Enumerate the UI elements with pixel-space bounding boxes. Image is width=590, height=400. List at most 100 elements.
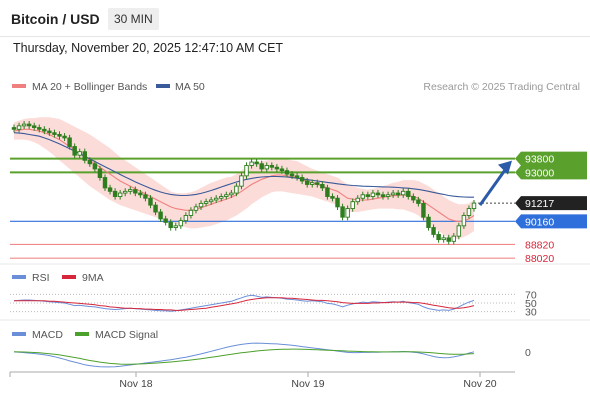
candle-body: [421, 202, 426, 218]
candle-body: [133, 189, 138, 194]
candle: [87, 157, 93, 167]
rsi-legend-label: RSI: [32, 272, 50, 284]
candle: [320, 181, 325, 191]
candle-body: [461, 215, 467, 227]
candle: [375, 189, 381, 198]
rsi-ma-legend-swatch: [62, 275, 76, 279]
candle-body: [122, 190, 128, 194]
price-levels: [10, 157, 515, 259]
candle-body: [385, 194, 391, 197]
candle-body: [163, 218, 168, 223]
candle: [42, 126, 47, 135]
candle-body: [340, 206, 345, 218]
candle: [117, 189, 123, 200]
candle-body: [138, 192, 143, 196]
rsi-tick-50: 50: [525, 298, 537, 310]
candle: [254, 158, 259, 167]
candle-body: [173, 225, 178, 228]
candle-body: [102, 177, 108, 189]
candle-body: [441, 237, 446, 241]
macd-signal-line: [13, 348, 475, 365]
candle: [32, 122, 37, 131]
ma50-legend-swatch: [156, 84, 170, 88]
candle-body: [178, 220, 184, 227]
candle: [213, 195, 219, 204]
candles: [11, 121, 477, 245]
candle-body: [188, 209, 194, 216]
candle: [325, 184, 330, 200]
candle-body: [451, 235, 456, 242]
candle-body: [466, 208, 472, 216]
candle: [219, 193, 224, 202]
candle: [163, 215, 168, 226]
candle: [107, 184, 113, 195]
candle: [239, 172, 244, 190]
candle-body: [375, 192, 381, 196]
level-tag-93000-bg: [515, 165, 587, 180]
candle-body: [117, 192, 123, 197]
candle-body: [390, 192, 396, 196]
candle: [466, 205, 472, 219]
x-tick-label: Nov 19: [291, 378, 324, 390]
level-tag-93800: 93800: [525, 154, 554, 166]
candle: [62, 133, 67, 142]
macd-tick-0: 0: [525, 347, 531, 359]
candle: [370, 189, 376, 200]
candle: [82, 148, 87, 164]
candle: [138, 189, 143, 198]
candle: [16, 122, 22, 133]
candle-body: [360, 194, 366, 199]
candle: [390, 189, 396, 198]
candle: [304, 177, 310, 188]
candle-body: [395, 192, 401, 196]
candle: [208, 196, 214, 205]
candle-body: [294, 175, 300, 179]
rsi-ma-legend-label: 9MA: [82, 272, 104, 284]
candle: [269, 162, 275, 171]
candle-body: [219, 196, 224, 199]
level-tag-90160-bg: [515, 214, 587, 229]
ma20-legend-swatch: [12, 84, 26, 88]
candle-body: [239, 175, 244, 187]
candle-body: [128, 189, 133, 192]
candle-body: [57, 134, 62, 137]
candle-body: [289, 173, 295, 177]
candle: [456, 222, 462, 240]
candle: [284, 167, 290, 178]
timeframe-badge[interactable]: 30 MIN: [108, 8, 159, 30]
rsi-tick-30: 30: [525, 307, 537, 319]
candle: [446, 234, 451, 245]
candle-body: [370, 192, 376, 197]
candle-body: [52, 132, 57, 135]
candle-body: [72, 146, 77, 156]
candle: [122, 188, 128, 197]
candle-body: [365, 194, 371, 197]
candle-body: [107, 187, 113, 192]
candle: [26, 121, 32, 129]
candle-body: [426, 216, 431, 228]
candle-body: [37, 127, 42, 130]
candle-body: [345, 208, 350, 218]
candle: [315, 179, 320, 188]
candle: [406, 188, 411, 200]
candle-body: [112, 190, 118, 197]
candle: [416, 196, 421, 207]
candle: [401, 188, 406, 198]
credit-label: Research © 2025 Trading Central: [423, 81, 580, 93]
candle-body: [320, 183, 325, 189]
candle-body: [208, 199, 214, 203]
candle-body: [431, 227, 436, 235]
candle-body: [92, 163, 98, 170]
candle-body: [436, 233, 441, 241]
macd-legend-label: MACD: [32, 329, 63, 341]
candle: [345, 205, 350, 221]
candle-body: [77, 151, 82, 156]
candle: [436, 231, 441, 243]
candle: [395, 189, 401, 198]
candle-body: [406, 190, 411, 197]
rsi-legend-swatch: [12, 275, 26, 279]
candle-body: [47, 130, 52, 134]
candle-body: [183, 215, 189, 222]
